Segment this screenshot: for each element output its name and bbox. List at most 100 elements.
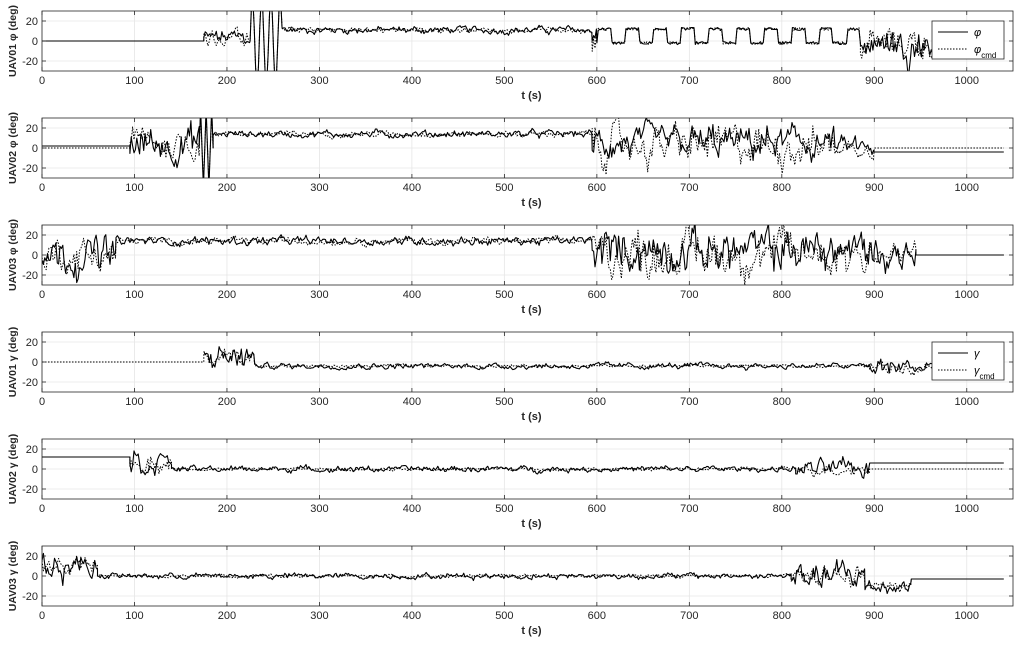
x-tick-label: 200: [218, 182, 236, 194]
x-tick-label: 300: [310, 75, 328, 87]
x-tick-label: 1000: [955, 75, 979, 87]
panel-3: 0 100 200 300 400 500 600 700 800 900 1000-20020t …: [7, 219, 1014, 316]
legend-label: φ: [974, 27, 981, 39]
x-tick-label: 100: [125, 289, 143, 301]
y-tick-label: 20: [26, 551, 38, 563]
x-tick-label: 400: [403, 289, 421, 301]
x-tick-label: 600: [588, 289, 606, 301]
series-line-command: [42, 555, 1004, 593]
series-line-command: [42, 456, 1004, 478]
x-tick-label: 900: [865, 182, 883, 194]
x-tick-label: 800: [773, 503, 791, 515]
x-tick-label: 300: [310, 182, 328, 194]
y-tick-label: 0: [32, 464, 38, 476]
legend-box: [931, 20, 1005, 60]
series-line-actual: [42, 552, 1004, 595]
x-tick-label: 0: [39, 396, 45, 408]
series-line-actual: [42, 11, 959, 71]
x-tick-label: 0: [39, 503, 45, 515]
series-group: [42, 450, 1004, 479]
x-axis-label: t (s): [521, 625, 542, 637]
x-tick-label: 400: [403, 75, 421, 87]
y-tick-label: 20: [26, 444, 38, 456]
x-tick-label: 800: [773, 182, 791, 194]
x-tick-label: 300: [310, 610, 328, 622]
series-line-actual: [42, 225, 1004, 284]
x-axis-label: t (s): [521, 90, 542, 102]
y-tick-label: 0: [32, 250, 38, 262]
x-tick-label: 700: [680, 396, 698, 408]
y-axis-label: UAV02 γ (deg): [7, 434, 19, 504]
x-tick-label: 400: [403, 396, 421, 408]
y-axis-label: UAV01 γ (deg): [7, 327, 19, 397]
y-tick-label: 0: [32, 143, 38, 155]
series-line-command: [42, 11, 958, 71]
x-tick-label: 600: [588, 75, 606, 87]
x-tick-label: 900: [865, 75, 883, 87]
panel-6: 0 100 200 300 400 500 600 700 800 900 1000-20020t …: [7, 541, 1014, 637]
x-tick-label: 500: [495, 75, 513, 87]
x-tick-label: 500: [495, 610, 513, 622]
x-tick-label: 700: [680, 610, 698, 622]
series-group: [42, 118, 1004, 178]
y-tick-label: 20: [26, 230, 38, 242]
x-tick-label: 1000: [955, 182, 979, 194]
x-tick-label: 300: [310, 396, 328, 408]
x-tick-label: 800: [773, 610, 791, 622]
x-tick-label: 800: [773, 396, 791, 408]
x-tick-label: 100: [125, 75, 143, 87]
panel-2: 0 100 200 300 400 500 600 700 800 900 1000-20020t …: [7, 112, 1014, 209]
y-tick-label: -20: [22, 270, 38, 282]
x-tick-label: 300: [310, 289, 328, 301]
x-axis-label: t (s): [521, 304, 542, 316]
x-tick-label: 900: [865, 289, 883, 301]
x-tick-label: 700: [680, 503, 698, 515]
x-tick-label: 300: [310, 503, 328, 515]
y-tick-label: 0: [32, 357, 38, 369]
y-tick-label: -20: [22, 163, 38, 175]
x-tick-label: 900: [865, 610, 883, 622]
y-tick-label: -20: [22, 591, 38, 603]
x-axis-label: t (s): [521, 197, 542, 209]
x-axis-label: t (s): [521, 411, 542, 423]
series-group: [42, 225, 1004, 285]
x-tick-label: 0: [39, 610, 45, 622]
x-tick-label: 600: [588, 182, 606, 194]
series-group: [42, 346, 948, 377]
x-tick-label: 1000: [955, 289, 979, 301]
legend-box: [931, 341, 1005, 381]
x-tick-label: 200: [218, 396, 236, 408]
y-axis-label: UAV03 γ (deg): [7, 541, 19, 611]
x-tick-label: 700: [680, 182, 698, 194]
x-tick-label: 400: [403, 503, 421, 515]
y-tick-label: 0: [32, 36, 38, 48]
panel-5: 0 100 200 300 400 500 600 700 800 900 1000-20020t …: [7, 434, 1014, 530]
x-tick-label: 200: [218, 289, 236, 301]
x-axis-label: t (s): [521, 518, 542, 530]
y-axis-label: UAV03 φ (deg): [7, 219, 19, 291]
x-tick-label: 700: [680, 289, 698, 301]
x-tick-label: 600: [588, 610, 606, 622]
x-tick-label: 100: [125, 182, 143, 194]
x-tick-label: 200: [218, 610, 236, 622]
series-line-command: [42, 118, 1004, 178]
x-tick-label: 100: [125, 610, 143, 622]
y-tick-label: -20: [22, 377, 38, 389]
x-tick-label: 500: [495, 289, 513, 301]
x-tick-label: 500: [495, 396, 513, 408]
panel-1: 0 100 200 300 400 500 600 700 800 900 1000-20020t …: [7, 5, 1014, 102]
x-tick-label: 400: [403, 610, 421, 622]
series-line-command: [42, 225, 1004, 285]
series-line-actual: [203, 346, 948, 374]
series-group: [42, 552, 1004, 595]
y-axis-label: UAV01 φ (deg): [7, 5, 19, 77]
y-tick-label: 20: [26, 16, 38, 28]
series-line-actual: [42, 450, 1004, 479]
x-tick-label: 800: [773, 75, 791, 87]
y-tick-label: -20: [22, 484, 38, 496]
series-line-actual: [42, 118, 1004, 178]
series-line-command: [42, 348, 948, 377]
x-tick-label: 500: [495, 182, 513, 194]
